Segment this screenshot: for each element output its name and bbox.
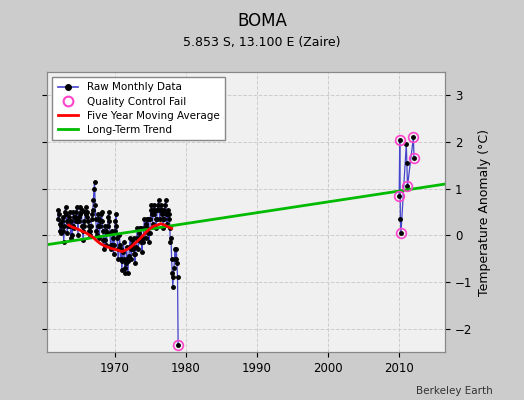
Legend: Raw Monthly Data, Quality Control Fail, Five Year Moving Average, Long-Term Tren: Raw Monthly Data, Quality Control Fail, … (52, 77, 225, 140)
Text: 5.853 S, 13.100 E (Zaire): 5.853 S, 13.100 E (Zaire) (183, 36, 341, 49)
Text: Berkeley Earth: Berkeley Earth (416, 386, 493, 396)
Text: BOMA: BOMA (237, 12, 287, 30)
Y-axis label: Temperature Anomaly (°C): Temperature Anomaly (°C) (478, 128, 491, 296)
